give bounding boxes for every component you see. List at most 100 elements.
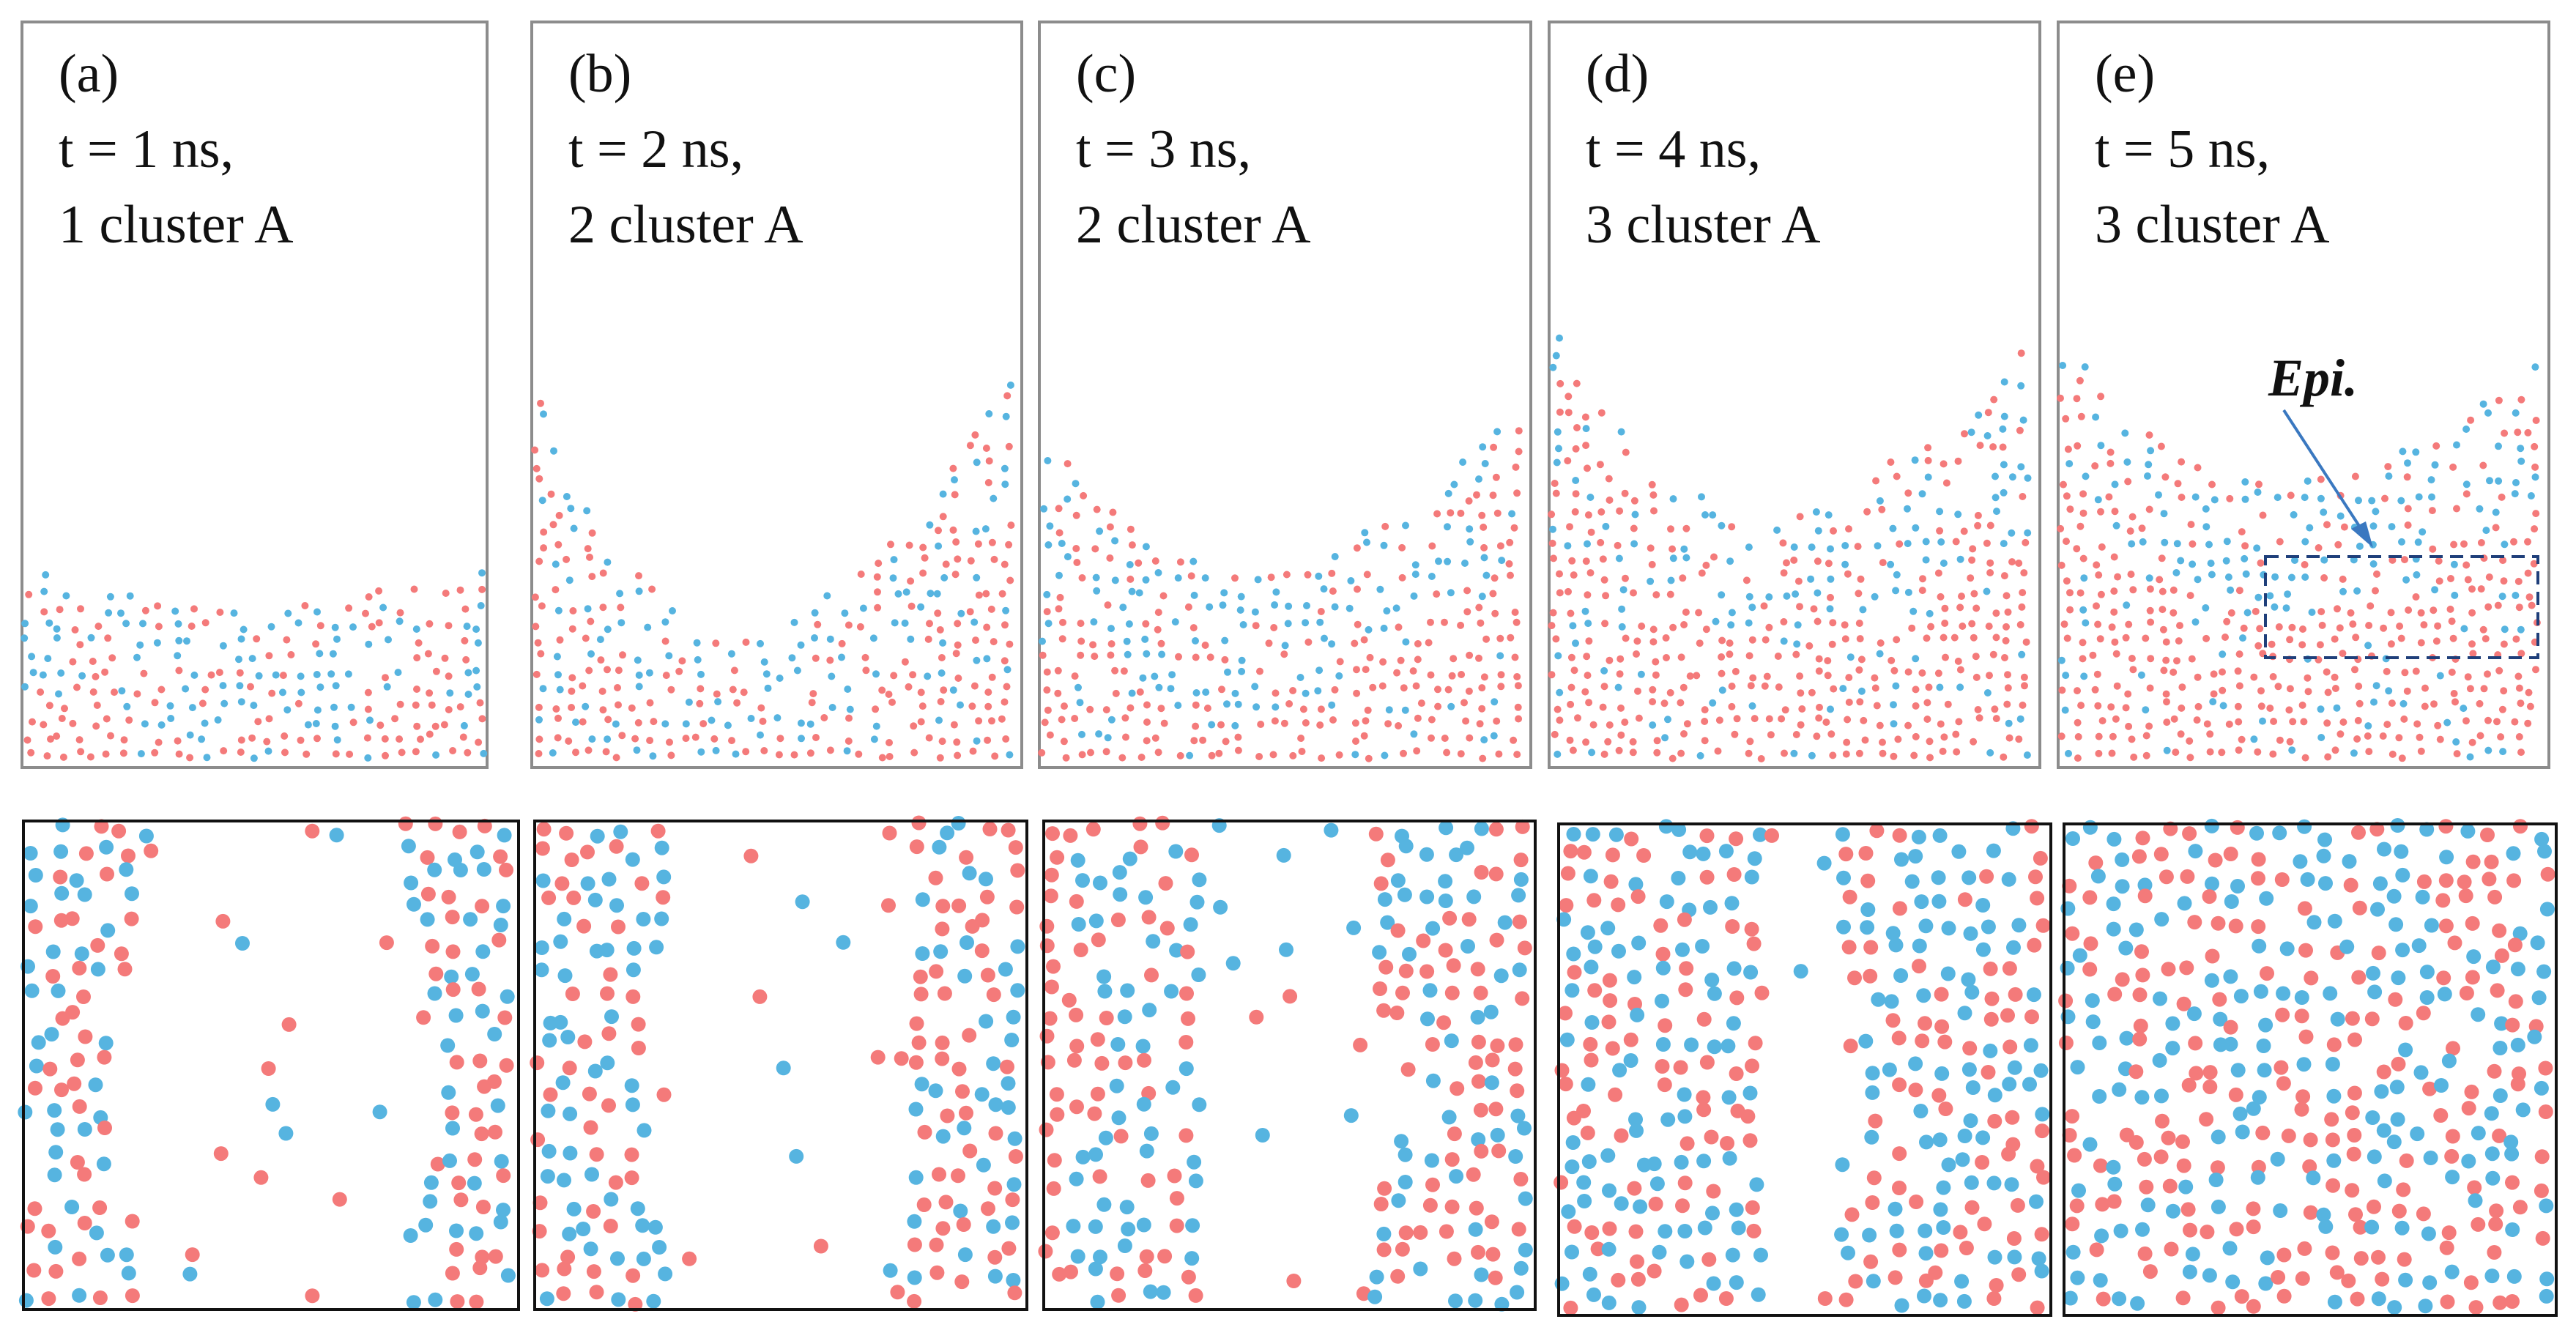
atom: [600, 1055, 615, 1071]
atom: [1753, 827, 1767, 842]
atom: [1466, 525, 1474, 533]
atom: [1039, 938, 1055, 954]
atom: [2367, 602, 2375, 610]
atom: [538, 602, 546, 610]
atom: [990, 555, 998, 563]
atom: [2157, 442, 2165, 450]
atom: [626, 1268, 641, 1283]
atom: [1510, 1285, 1525, 1300]
atom: [268, 689, 276, 697]
atom: [1554, 652, 1562, 660]
atom: [2383, 721, 2391, 729]
atom: [2536, 964, 2552, 979]
atom: [1977, 1216, 1992, 1232]
atom: [1892, 587, 1900, 595]
atom: [757, 704, 765, 712]
atom: [1428, 542, 1436, 550]
atom: [1879, 749, 1887, 757]
atom: [2107, 459, 2115, 467]
atom: [1634, 687, 1641, 695]
atom: [349, 718, 357, 727]
atom: [1975, 942, 1991, 957]
atom: [2339, 575, 2347, 583]
atom: [1985, 623, 1993, 631]
atom: [2178, 1179, 2194, 1195]
atom: [1496, 542, 1504, 550]
atom: [2276, 1247, 2292, 1263]
atom: [793, 666, 801, 675]
atom: [2024, 819, 2039, 834]
atom: [2284, 590, 2292, 598]
atom: [1006, 1009, 1021, 1025]
atom: [2072, 948, 2087, 963]
atom: [237, 736, 245, 744]
atom: [604, 666, 611, 674]
atom: [2227, 609, 2235, 617]
atom: [531, 446, 539, 454]
atom: [2294, 1008, 2309, 1024]
atom: [2434, 721, 2442, 729]
atom: [1515, 715, 1523, 723]
atom: [2400, 715, 2408, 723]
atom: [1744, 869, 1759, 885]
atom: [2428, 493, 2435, 501]
atom: [1718, 1291, 1734, 1306]
atom: [1845, 698, 1853, 706]
atom: [404, 875, 419, 891]
atom: [2137, 1151, 2152, 1167]
atom: [1168, 671, 1176, 679]
atom: [119, 862, 134, 877]
atom: [1447, 1251, 1462, 1266]
atom: [1055, 529, 1064, 537]
atom: [1367, 1289, 1383, 1304]
atom: [2065, 831, 2080, 846]
atom: [1556, 408, 1564, 416]
atom: [1904, 721, 1912, 729]
atom: [42, 571, 50, 579]
atom: [1192, 701, 1200, 709]
atom: [894, 1051, 909, 1066]
atom: [1865, 1195, 1880, 1210]
atom: [2194, 576, 2202, 584]
atom: [2462, 490, 2471, 498]
atom: [2274, 494, 2282, 502]
atom: [667, 686, 675, 694]
atom: [1192, 637, 1199, 645]
atom: [2484, 1268, 2500, 1284]
atom: [957, 1121, 972, 1136]
atom: [1580, 925, 1595, 940]
atom: [1814, 589, 1822, 597]
atom: [2487, 1063, 2502, 1079]
atom: [2270, 1151, 2285, 1167]
atom: [1581, 1077, 1596, 1092]
atom: [62, 592, 70, 600]
atom: [1222, 738, 1230, 746]
atom: [1395, 985, 1410, 1000]
atom: [982, 822, 998, 836]
atom: [2173, 657, 2180, 665]
atom: [1796, 513, 1804, 521]
atom: [1077, 637, 1085, 645]
atom: [1113, 887, 1128, 902]
atom: [2175, 637, 2183, 645]
atom: [364, 688, 372, 696]
atom: [1255, 1128, 1270, 1143]
atom: [2401, 556, 2408, 564]
atom: [1858, 1033, 1874, 1049]
atom: [1302, 719, 1310, 727]
atom: [1827, 545, 1834, 553]
atom: [532, 464, 541, 472]
atom: [604, 735, 612, 743]
atom: [1614, 541, 1622, 549]
atom: [2306, 915, 2322, 930]
atom: [472, 625, 480, 634]
atom: [1507, 571, 1514, 579]
atom: [1556, 589, 1564, 597]
atom: [2001, 1146, 2016, 1162]
atom: [1714, 747, 1722, 755]
atom: [47, 1103, 62, 1118]
atom: [1496, 634, 1504, 642]
atom: [1457, 750, 1465, 758]
atom: [935, 1051, 950, 1066]
atom: [2298, 701, 2306, 709]
